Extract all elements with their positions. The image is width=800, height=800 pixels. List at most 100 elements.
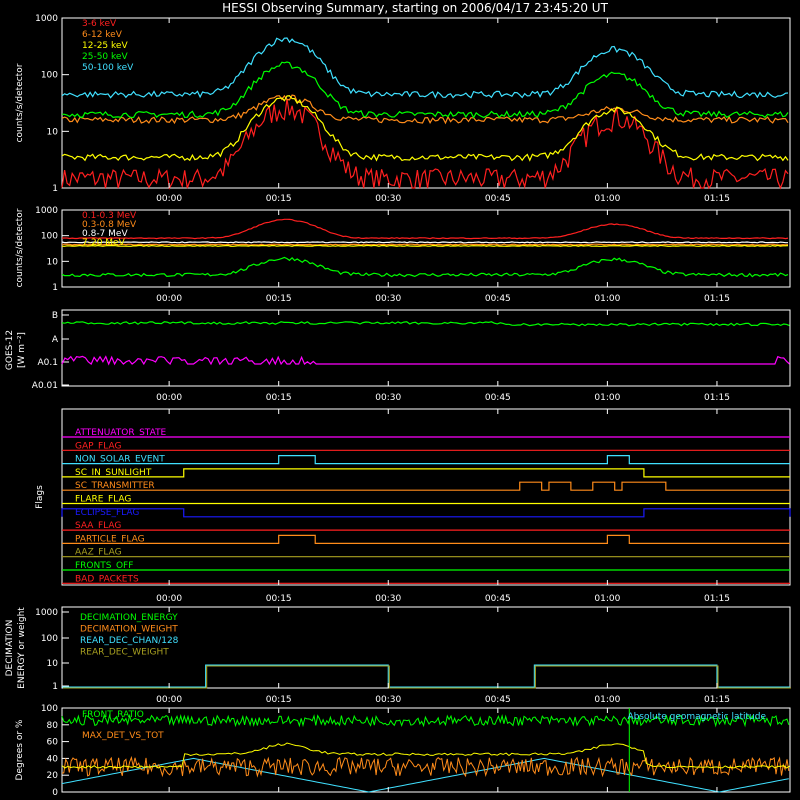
- flag-label-10: FRONTS_OFF: [75, 561, 133, 571]
- decimation-ytick-label: 100: [41, 634, 58, 644]
- flag-label-5: FLARE_FLAG: [75, 495, 131, 505]
- low-energy-series-4: [61, 37, 789, 99]
- ratios-ytick-label: 80: [47, 721, 59, 731]
- flag-label-11: BAD_PACKETS: [75, 574, 139, 584]
- decimation-series-2: [62, 664, 790, 688]
- high-energy-frame: [61, 209, 791, 288]
- high-energy-ytick-label: 1000: [35, 206, 58, 216]
- low-energy-ytick-label: 1: [52, 184, 58, 194]
- ratios-series-1: [61, 755, 790, 778]
- low-energy-tick-label: 01:00: [594, 194, 620, 204]
- low-energy-tick-label: 00:30: [375, 194, 401, 204]
- flags-tick-label: 01:00: [594, 594, 620, 604]
- flag-label-2: NON_SOLAR_EVENT: [75, 455, 165, 465]
- goes-ytick-label: A0.1: [38, 358, 58, 368]
- flags-tick-label: 01:15: [704, 594, 730, 604]
- low-energy-ytick-label: 10: [47, 127, 59, 137]
- high-energy-ytick-label: 10: [47, 257, 59, 267]
- low-energy-legend-1: 6-12 keV: [82, 30, 123, 40]
- low-energy-ylabel: counts/s/detector: [15, 63, 25, 142]
- high-energy-tick-label: 00:45: [485, 294, 511, 304]
- goes-tick-label: 00:15: [266, 393, 292, 403]
- ratios-frame: [61, 707, 791, 793]
- flag-line-8: [62, 534, 790, 544]
- decimation-ylabel2: ENERGY or weight: [17, 607, 27, 689]
- ratios-legend-1: MAX_DET_VS_TOT: [82, 731, 164, 741]
- low-energy-legend-2: 12-25 keV: [82, 41, 128, 51]
- goes-tick-label: 01:15: [704, 393, 730, 403]
- high-energy-tick-label: 00:00: [156, 294, 182, 304]
- high-energy-tick-label: 00:30: [375, 294, 401, 304]
- low-energy-tick-label: 01:15: [704, 194, 730, 204]
- high-energy-legend-0: 0.1-0.3 MeV: [82, 211, 137, 221]
- ratios-legend-0: FRONT_RATIO: [82, 710, 144, 720]
- low-energy-legend-4: 50-100 keV: [82, 63, 134, 73]
- high-energy-legend-1: 0.3-0.8 MeV: [82, 220, 137, 230]
- flag-line-4: [62, 481, 790, 491]
- goes-series-1: [61, 355, 790, 366]
- flag-label-6: ECLIPSE_FLAG: [75, 508, 139, 518]
- goes-tick-label: 00:00: [156, 393, 182, 403]
- low-energy-series-2: [61, 95, 789, 162]
- flag-line-2: [62, 455, 790, 465]
- low-energy-legend-0: 3-6 keV: [82, 19, 117, 29]
- flags-frame: [61, 408, 791, 586]
- decimation-legend-2: REAR_DEC_CHAN/128: [80, 636, 179, 646]
- high-energy-series-4: [61, 256, 789, 278]
- decimation-tick-label: 00:00: [156, 695, 182, 705]
- high-energy-series-0: [61, 218, 789, 240]
- ratios-series-0: [61, 713, 790, 728]
- flags-tick-label: 00:45: [485, 594, 511, 604]
- ratios-ytick-label: 20: [47, 771, 59, 781]
- figure-title: HESSI Observing Summary, starting on 200…: [222, 1, 608, 15]
- high-energy-legend-2: 0.8-7 MeV: [82, 229, 128, 239]
- decimation-ylabel: DECIMATION: [5, 620, 15, 677]
- low-energy-series-1: [61, 94, 789, 125]
- flag-line-6: [61, 508, 791, 518]
- goes-series-0: [61, 321, 790, 327]
- goes-ytick-label: A: [52, 335, 59, 345]
- goes-ytick-label: B: [52, 311, 58, 321]
- decimation-ytick-label: 10: [47, 659, 59, 669]
- low-energy-ytick-label: 1000: [35, 14, 58, 24]
- flags-tick-label: 00:00: [156, 594, 182, 604]
- high-energy-tick-label: 01:15: [704, 294, 730, 304]
- low-energy-legend-3: 25-50 keV: [82, 52, 128, 62]
- high-energy-series-3: [61, 244, 789, 247]
- ratios-series-3: [61, 742, 790, 769]
- decimation-ytick-label: 1000: [35, 608, 58, 618]
- low-energy-frame: [61, 17, 791, 189]
- flags-ylabel: Flags: [35, 485, 45, 509]
- low-energy-series-0: [61, 98, 789, 190]
- high-energy-legend-3: 7-20 MeV: [82, 238, 126, 248]
- decimation-legend-3: REAR_DEC_WEIGHT: [80, 648, 169, 658]
- low-energy-series-3: [61, 61, 789, 119]
- goes-ylabel2: [W m⁻²]: [17, 332, 27, 368]
- high-energy-ytick-label: 100: [41, 232, 58, 242]
- decimation-tick-label: 01:00: [594, 695, 620, 705]
- flag-line-3: [62, 468, 790, 478]
- high-energy-tick-label: 00:15: [266, 294, 292, 304]
- flag-label-1: GAP_FLAG: [75, 441, 121, 451]
- decimation-series-3: [63, 665, 791, 689]
- low-energy-tick-label: 00:45: [485, 194, 511, 204]
- decimation-ytick-label: 1: [52, 682, 58, 692]
- goes-tick-label: 00:45: [485, 393, 511, 403]
- flag-label-9: AAZ_FLAG: [75, 548, 122, 558]
- goes-ylabel: GOES-12: [5, 330, 15, 370]
- ratios-ytick-label: 100: [41, 704, 58, 714]
- decimation-legend-1: DECIMATION_WEIGHT: [80, 625, 178, 635]
- flag-label-3: SC_IN_SUNLIGHT: [75, 468, 152, 478]
- ratios-legend-2: Absolute geomagnetic latitude: [627, 712, 766, 722]
- flag-label-4: SC_TRANSMITTER: [75, 481, 155, 491]
- high-energy-series-2: [61, 241, 788, 244]
- high-energy-ylabel: counts/s/detector: [15, 208, 25, 287]
- decimation-tick-label: 00:45: [485, 695, 511, 705]
- goes-frame: [61, 309, 791, 387]
- goes-tick-label: 00:30: [375, 393, 401, 403]
- ratios-ytick-label: 40: [47, 754, 59, 764]
- low-energy-tick-label: 00:15: [266, 194, 292, 204]
- decimation-tick-label: 00:30: [375, 695, 401, 705]
- decimation-legend-0: DECIMATION_ENERGY: [80, 613, 178, 623]
